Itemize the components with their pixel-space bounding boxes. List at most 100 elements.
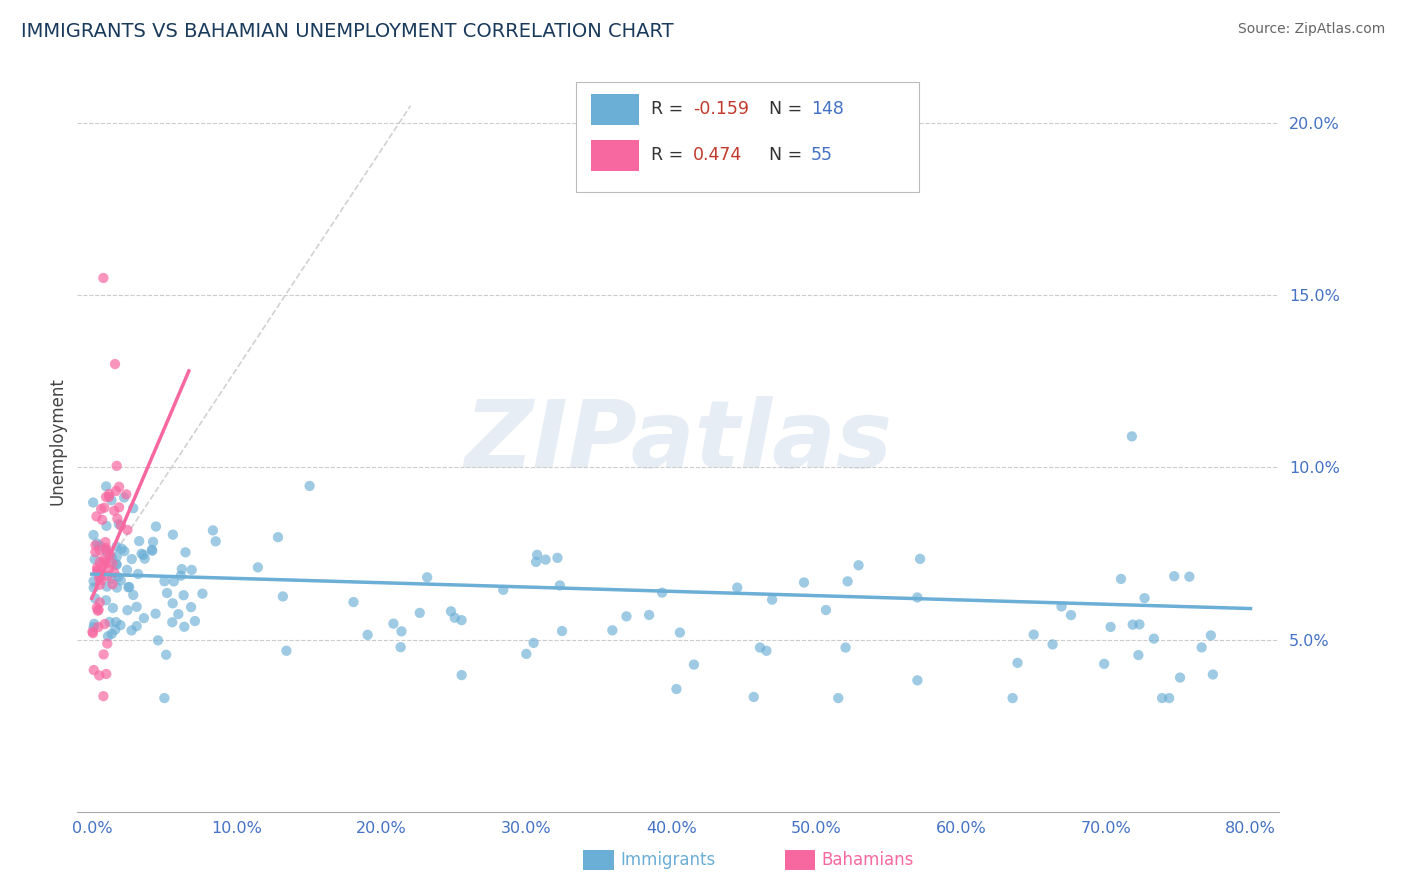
Point: [683, 657, 706, 672]
Point: [755, 644, 778, 658]
Point: [105, 558, 128, 572]
Point: [86, 600, 108, 615]
Point: [132, 548, 155, 562]
Point: [104, 623, 127, 637]
Point: [89, 578, 111, 592]
Point: [98, 615, 121, 629]
Point: [101, 557, 124, 571]
Point: [492, 582, 515, 597]
Point: [146, 633, 169, 648]
Text: Immigrants: Immigrants: [620, 851, 716, 869]
Point: [267, 530, 290, 544]
Point: [128, 534, 150, 549]
Point: [1092, 657, 1115, 671]
Point: [103, 504, 125, 518]
Point: [162, 527, 184, 541]
Point: [1202, 667, 1225, 681]
Point: [905, 591, 928, 605]
Point: [651, 585, 673, 599]
Point: [382, 616, 405, 631]
Point: [121, 552, 143, 566]
Point: [94, 593, 117, 607]
Point: [110, 518, 132, 533]
Point: [1099, 620, 1122, 634]
Point: [834, 640, 856, 655]
FancyBboxPatch shape: [591, 140, 638, 171]
Point: [1159, 691, 1181, 706]
Point: [105, 458, 128, 473]
Point: [83, 620, 105, 634]
Point: [162, 615, 184, 630]
Point: [108, 500, 131, 515]
Point: [665, 681, 688, 696]
FancyBboxPatch shape: [576, 82, 920, 192]
Point: [163, 574, 186, 589]
Point: [100, 572, 122, 586]
Point: [93, 500, 115, 515]
Point: [298, 479, 321, 493]
Point: [84, 591, 107, 606]
Point: [389, 640, 412, 655]
Point: [105, 549, 128, 564]
Point: [170, 568, 193, 582]
Point: [1163, 569, 1185, 583]
Point: [90, 502, 112, 516]
Point: [94, 557, 117, 571]
Point: [515, 647, 537, 661]
Point: [742, 690, 765, 704]
Point: [86, 565, 108, 579]
Point: [101, 601, 124, 615]
Point: [145, 519, 167, 533]
Point: [134, 551, 156, 566]
Point: [1042, 637, 1064, 651]
Point: [749, 640, 772, 655]
Point: [602, 624, 624, 638]
Point: [141, 542, 163, 557]
Point: [1128, 648, 1150, 662]
Point: [84, 545, 107, 559]
Point: [848, 558, 870, 573]
Point: [93, 552, 115, 566]
Point: [416, 570, 439, 584]
Point: [132, 611, 155, 625]
Point: [122, 588, 145, 602]
Point: [110, 618, 132, 632]
Point: [98, 548, 121, 562]
Point: [93, 689, 115, 703]
Point: [84, 538, 107, 552]
Point: [117, 523, 139, 537]
Point: [524, 555, 547, 569]
Point: [669, 625, 692, 640]
Point: [526, 548, 548, 562]
Point: [87, 603, 110, 617]
Point: [97, 562, 120, 576]
Point: [108, 480, 131, 494]
Point: [105, 581, 128, 595]
Point: [155, 648, 177, 662]
Point: [1121, 429, 1143, 443]
Point: [93, 555, 115, 569]
Point: [1191, 640, 1213, 655]
Point: [1022, 627, 1045, 641]
Point: [761, 592, 783, 607]
Point: [271, 590, 294, 604]
Point: [184, 614, 207, 628]
Point: [905, 673, 928, 688]
Point: [90, 573, 112, 587]
Point: [87, 571, 110, 585]
Point: [83, 663, 105, 677]
Point: [450, 613, 472, 627]
Point: [153, 691, 176, 706]
Point: [793, 575, 815, 590]
Point: [103, 566, 125, 580]
Text: 0.474: 0.474: [693, 146, 742, 164]
Point: [638, 607, 661, 622]
Point: [548, 578, 571, 592]
Point: [115, 487, 138, 501]
Point: [105, 511, 128, 525]
Point: [616, 609, 638, 624]
Point: [551, 624, 574, 638]
Point: [101, 577, 124, 591]
Point: [170, 562, 193, 576]
Point: [1050, 599, 1073, 614]
